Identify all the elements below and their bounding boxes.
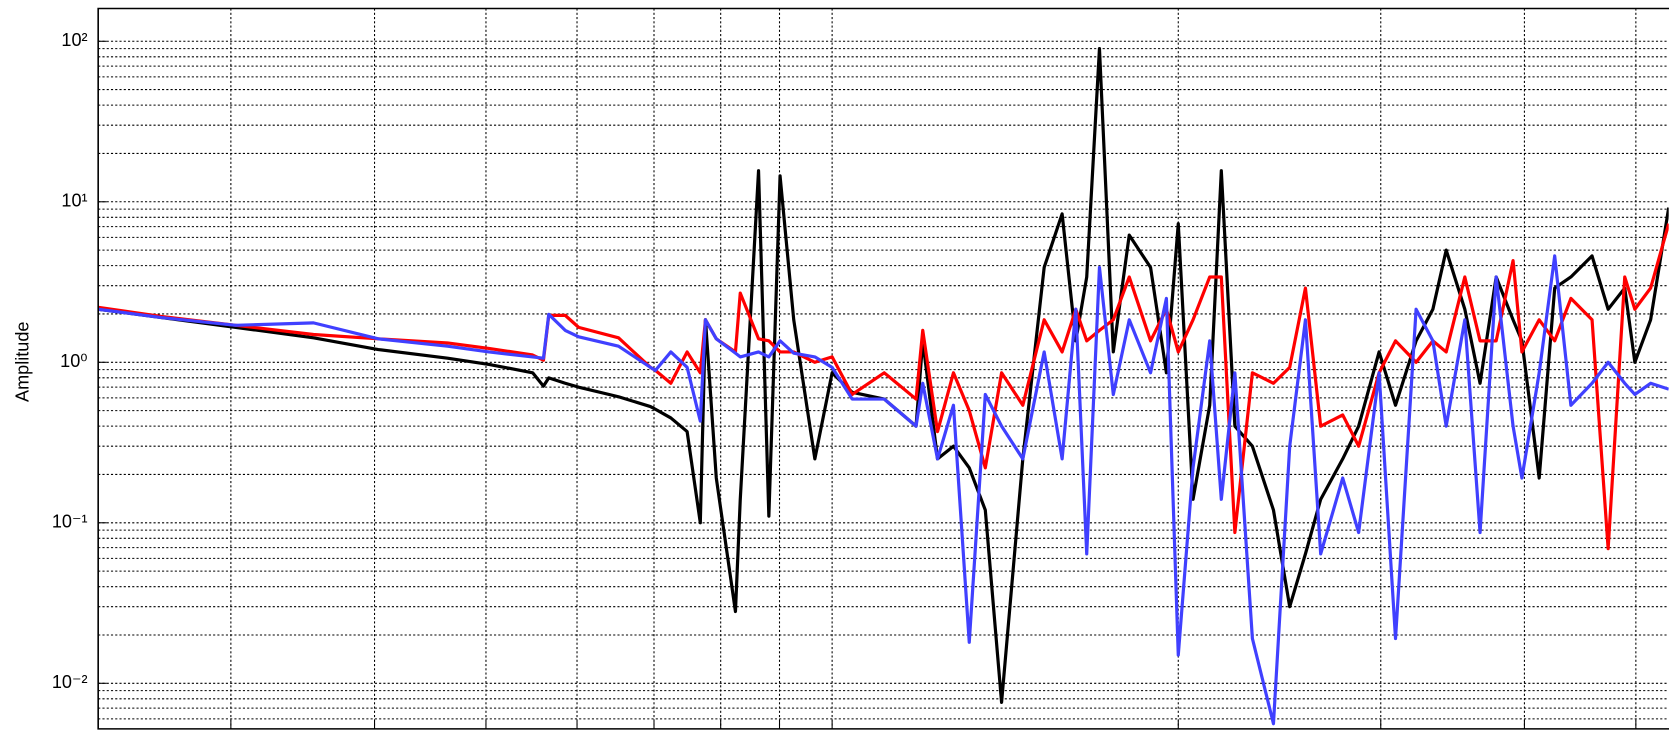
plot-frame [97, 7, 1669, 730]
y-axis-label: Amplitude [12, 322, 32, 402]
y-tick-label: 10⁰ [60, 351, 87, 371]
y-tick-label: 10⁻¹ [52, 512, 88, 532]
plot-lines [98, 47, 1669, 726]
y-tick-label: 10² [61, 30, 87, 50]
series-line [98, 47, 1669, 705]
y-tick-label: 10¹ [61, 191, 87, 211]
series-line [98, 254, 1669, 726]
y-tick-label: 10⁻² [52, 672, 88, 692]
series-line [98, 223, 1669, 551]
